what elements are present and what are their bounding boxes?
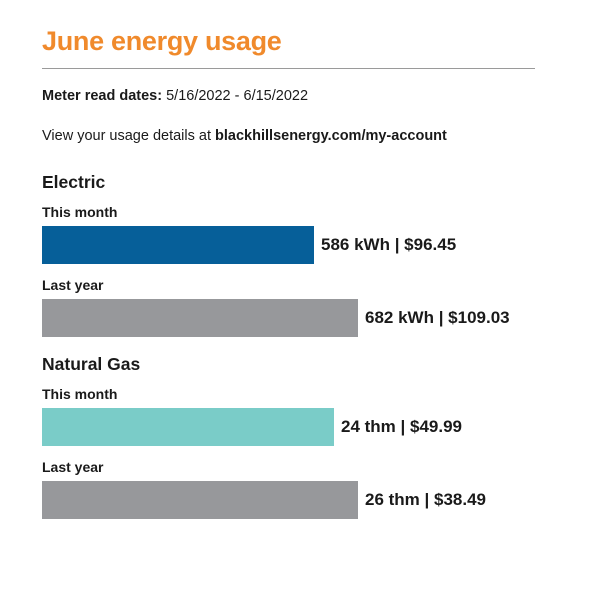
- usage-details-text: View your usage details at: [42, 128, 212, 144]
- bar-value-label: 586 kWh | $96.45: [321, 235, 457, 254]
- meter-read-value: 5/16/2022 - 6/15/2022: [166, 88, 309, 104]
- bar-electric-this-month: [42, 226, 314, 264]
- section-title-natural-gas: Natural Gas: [42, 354, 141, 374]
- row-label: Last year: [42, 277, 104, 293]
- row-label: This month: [42, 386, 118, 402]
- title-divider: [42, 68, 535, 69]
- meter-read-dates: Meter read dates: 5/16/2022 - 6/15/2022: [42, 88, 308, 104]
- row-label: Last year: [42, 459, 104, 475]
- section-title-electric: Electric: [42, 172, 106, 192]
- bar-value-label: 24 thm | $49.99: [341, 417, 462, 436]
- usage-details-line: View your usage details at blackhillsene…: [42, 128, 447, 144]
- account-link[interactable]: blackhillsenergy.com/my-account: [215, 128, 447, 144]
- bar-value-label: 682 kWh | $109.03: [365, 308, 510, 327]
- bar-electric-last-year: [42, 299, 358, 337]
- meter-read-label: Meter read dates:: [42, 88, 163, 104]
- row-label: This month: [42, 204, 118, 220]
- bar-value-label: 26 thm | $38.49: [365, 490, 486, 509]
- page-title: June energy usage: [42, 26, 282, 56]
- bar-gas-this-month: [42, 408, 334, 446]
- bar-gas-last-year: [42, 481, 358, 519]
